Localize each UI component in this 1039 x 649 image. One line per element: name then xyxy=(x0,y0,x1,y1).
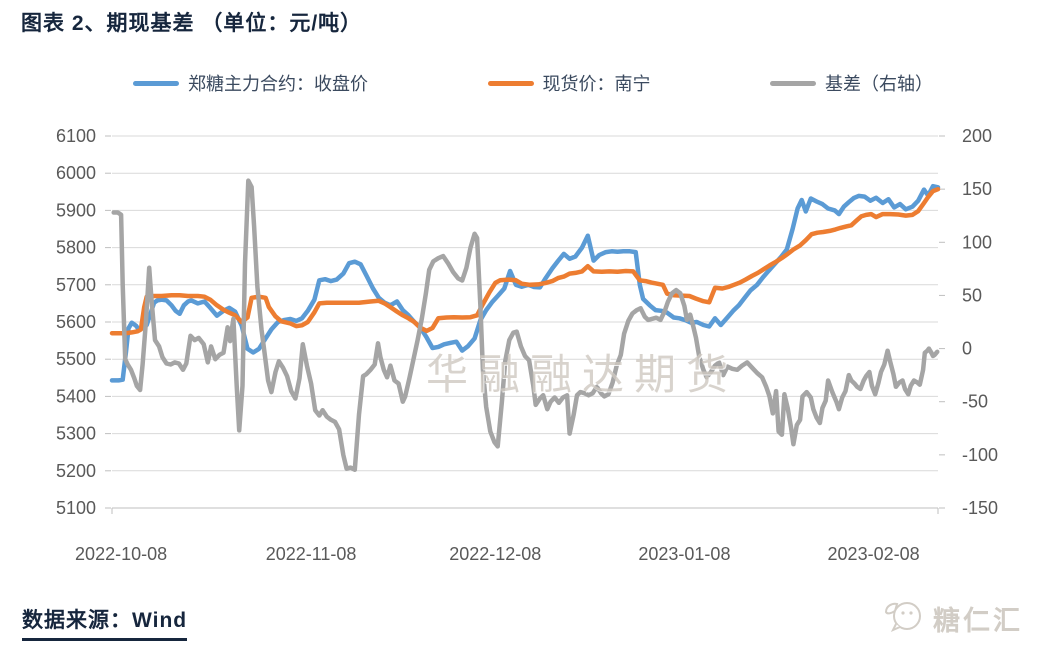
y-axis-label-left: 5400 xyxy=(56,386,96,406)
y-axis-label-right: 200 xyxy=(962,126,992,146)
x-axis-label: 2022-10-08 xyxy=(75,544,167,564)
y-axis-label-left: 5800 xyxy=(56,238,96,258)
y-axis-label-left: 5900 xyxy=(56,200,96,220)
y-axis-label-left: 5100 xyxy=(56,498,96,518)
y-axis-label-left: 5200 xyxy=(56,461,96,481)
y-axis-label-left: 6000 xyxy=(56,163,96,183)
brand-logo: 糖仁汇 xyxy=(883,598,1023,638)
series-line-basis xyxy=(111,178,940,472)
y-axis-label-left: 6100 xyxy=(56,126,96,146)
data-source-note: 数据来源：Wind xyxy=(22,604,188,641)
page-title: 图表 2、期现基差 （单位：元/吨） xyxy=(21,12,363,35)
x-axis-label: 2022-11-08 xyxy=(266,544,357,564)
y-axis-label-left: 5600 xyxy=(56,312,96,332)
y-axis-label-left: 5700 xyxy=(56,275,96,295)
chat-smiley-icon xyxy=(884,602,921,632)
legend-item-futures-close[interactable]: 郑糖主力合约：收盘价 xyxy=(133,70,368,96)
y-axis-label-right: -150 xyxy=(962,498,998,518)
x-axis-label: 2023-02-08 xyxy=(828,544,920,564)
y-axis-label-left: 5300 xyxy=(56,424,96,444)
legend-label-basis: 基差（右轴） xyxy=(825,74,933,94)
series-line-futures-close xyxy=(109,183,941,383)
watermark-text: 华融融达期货 xyxy=(426,351,739,398)
legend-item-spot-nanning[interactable]: 现货价：南宁 xyxy=(487,70,651,96)
y-axis-label-right: 100 xyxy=(962,232,992,252)
series-line-spot-nanning xyxy=(109,186,941,336)
legend-swatch-blue-line xyxy=(133,80,179,86)
y-axis-label-left: 5500 xyxy=(56,349,96,369)
legend-swatch-gray-line xyxy=(770,80,816,86)
y-axis-label-right: 50 xyxy=(962,285,982,305)
y-axis-label-right: -100 xyxy=(962,445,998,465)
chart-legend: 郑糖主力合约：收盘价 现货价：南宁 基差（右轴） xyxy=(133,70,933,96)
legend-label-futures-close: 郑糖主力合约：收盘价 xyxy=(188,74,368,94)
x-axis-label: 2023-01-08 xyxy=(638,544,730,564)
legend-swatch-orange-line xyxy=(487,80,534,86)
y-axis-label-right: -50 xyxy=(962,392,988,412)
brand-logo-text: 糖仁汇 xyxy=(933,605,1023,636)
legend-item-basis[interactable]: 基差（右轴） xyxy=(770,70,933,96)
x-axis-label: 2022-12-08 xyxy=(449,544,541,564)
y-axis-label-right: 150 xyxy=(962,179,992,199)
y-axis-label-right: 0 xyxy=(962,339,972,359)
legend-label-spot-nanning: 现货价：南宁 xyxy=(542,74,651,94)
